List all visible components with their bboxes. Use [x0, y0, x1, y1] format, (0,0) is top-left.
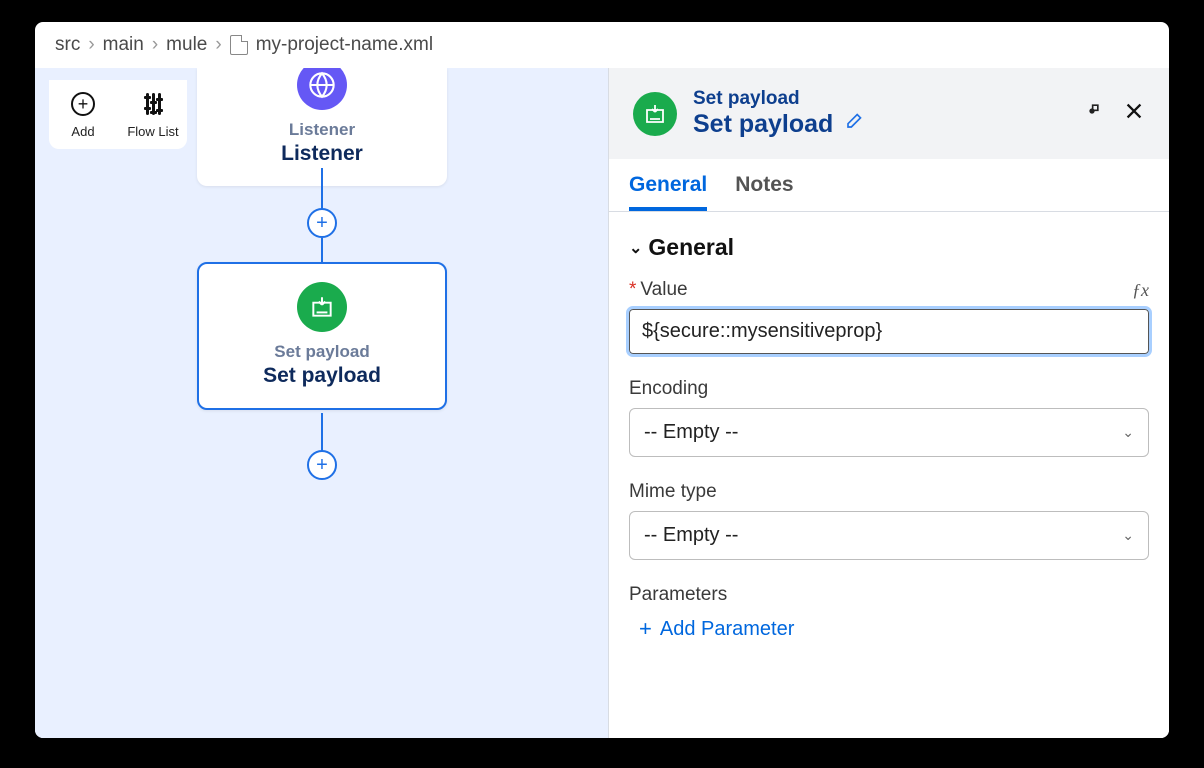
chevron-down-icon: ⌄	[629, 238, 642, 258]
chevron-right-icon: ›	[152, 34, 158, 56]
fx-icon[interactable]: ƒx	[1132, 280, 1149, 301]
set-payload-node[interactable]: Set payload Set payload	[197, 262, 447, 410]
mime-select[interactable]: -- Empty -- ⌄	[629, 511, 1149, 560]
mime-label: Mime type	[629, 481, 1149, 503]
payload-icon	[297, 282, 347, 332]
add-node-button[interactable]: +	[307, 208, 337, 238]
main-area: + Add Flow List Listener Listener	[35, 68, 1169, 738]
chevron-down-icon: ⌄	[1122, 527, 1134, 544]
field-value: *Value ƒx	[629, 279, 1149, 354]
plus-icon: +	[639, 616, 652, 642]
crumb-src[interactable]: src	[55, 34, 80, 56]
locate-icon[interactable]	[1081, 100, 1103, 127]
crumb-main[interactable]: main	[103, 34, 144, 56]
add-button[interactable]: + Add	[57, 90, 109, 139]
flow-list-label: Flow List	[127, 124, 178, 139]
plus-circle-icon: +	[69, 90, 97, 118]
listener-subtitle: Listener	[289, 120, 355, 140]
encoding-select[interactable]: -- Empty -- ⌄	[629, 408, 1149, 457]
set-payload-subtitle: Set payload	[274, 342, 369, 362]
parameters-label: Parameters	[629, 584, 1149, 606]
add-parameter-button[interactable]: + Add Parameter	[639, 616, 1149, 642]
section-general-header[interactable]: ⌄ General	[629, 234, 1149, 261]
canvas-toolbar: + Add Flow List	[49, 80, 187, 149]
add-parameter-label: Add Parameter	[660, 618, 795, 641]
panel-body: ⌄ General *Value ƒx Encoding -- Empty --…	[609, 212, 1169, 688]
crumb-file[interactable]: my-project-name.xml	[256, 34, 433, 56]
tab-general[interactable]: General	[629, 173, 707, 211]
chevron-down-icon: ⌄	[1122, 424, 1134, 441]
encoding-value: -- Empty --	[644, 421, 738, 444]
set-payload-title: Set payload	[263, 364, 381, 388]
panel-actions	[1081, 100, 1145, 127]
value-label-row: *Value ƒx	[629, 279, 1149, 301]
field-encoding: Encoding -- Empty -- ⌄	[629, 378, 1149, 457]
app-frame: src › main › mule › my-project-name.xml …	[35, 22, 1169, 738]
flow-list-icon	[139, 90, 167, 118]
breadcrumb: src › main › mule › my-project-name.xml	[35, 22, 1169, 68]
connector-line	[321, 238, 323, 262]
crumb-mule[interactable]: mule	[166, 34, 207, 56]
listener-title: Listener	[281, 142, 363, 166]
connector-line	[321, 413, 323, 453]
flow-list-button[interactable]: Flow List	[127, 90, 179, 139]
mime-value: -- Empty --	[644, 524, 738, 547]
globe-icon	[297, 68, 347, 110]
field-mime: Mime type -- Empty -- ⌄	[629, 481, 1149, 560]
close-icon[interactable]	[1123, 100, 1145, 127]
file-icon	[230, 35, 248, 55]
chevron-right-icon: ›	[88, 34, 94, 56]
value-input[interactable]	[629, 309, 1149, 354]
value-label: *Value	[629, 279, 688, 301]
field-parameters: Parameters + Add Parameter	[629, 584, 1149, 642]
properties-panel: Set payload Set payload	[608, 68, 1169, 738]
panel-titles: Set payload Set payload	[693, 88, 1065, 139]
chevron-right-icon: ›	[215, 34, 221, 56]
encoding-label: Encoding	[629, 378, 1149, 400]
tab-notes[interactable]: Notes	[735, 173, 793, 211]
connector-line	[321, 168, 323, 210]
add-label: Add	[71, 124, 94, 139]
payload-icon	[633, 92, 677, 136]
section-general-label: General	[648, 234, 734, 261]
flow-canvas[interactable]: + Add Flow List Listener Listener	[35, 68, 608, 738]
add-node-button[interactable]: +	[307, 450, 337, 480]
edit-icon[interactable]	[843, 110, 863, 139]
panel-header: Set payload Set payload	[609, 68, 1169, 159]
panel-title-row: Set payload	[693, 110, 1065, 139]
panel-supertitle: Set payload	[693, 88, 1065, 110]
panel-tabs: General Notes	[609, 159, 1169, 212]
panel-title: Set payload	[693, 110, 833, 139]
